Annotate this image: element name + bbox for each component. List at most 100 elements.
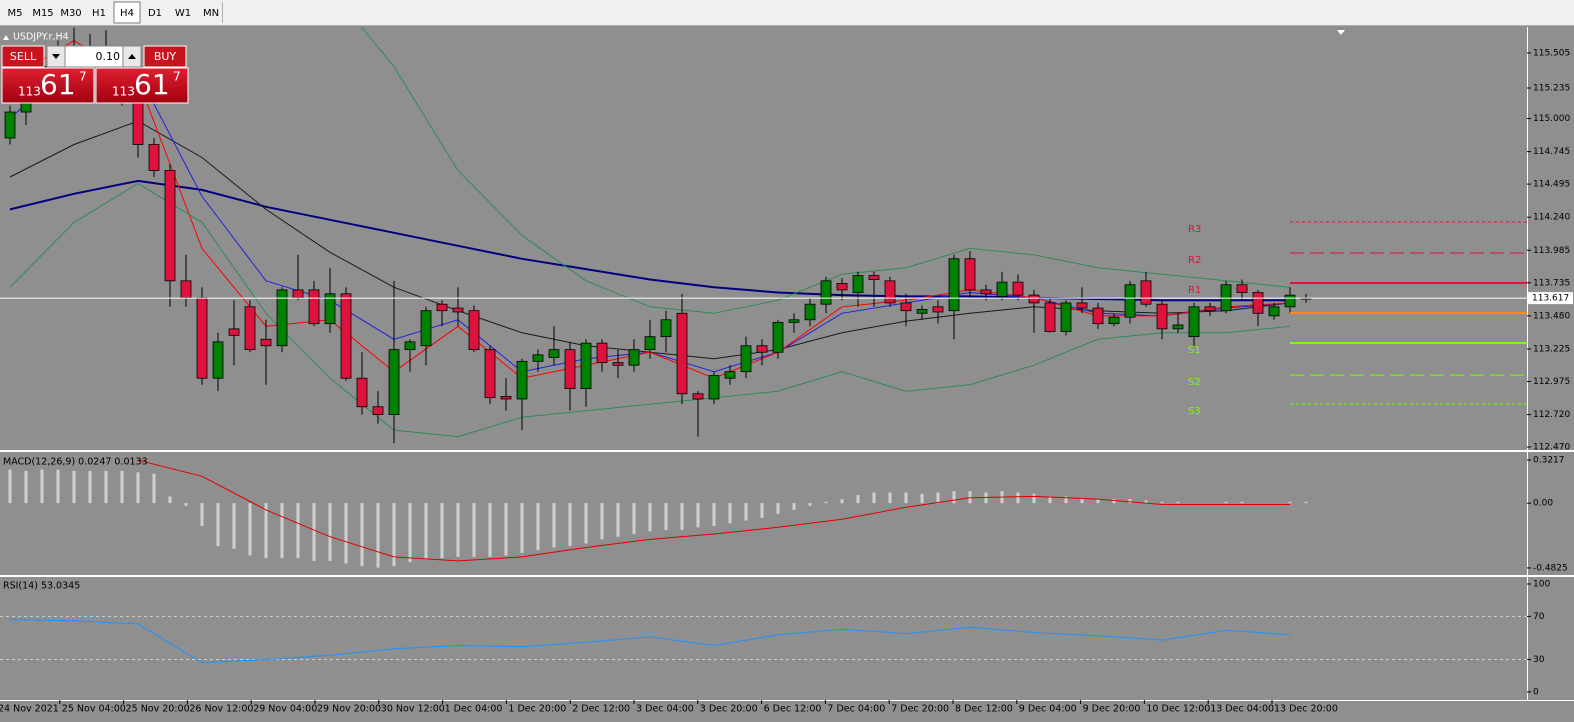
down-arrow [52,54,60,59]
y-tick-label: 114.240 [1533,213,1570,223]
macd-signal [137,459,1290,562]
buy-button[interactable] [143,45,187,68]
x-tick-label: 7 Dec 20:00 [891,704,949,715]
x-tick-label: 13 Dec 04:00 [1210,704,1274,715]
candle-body [1044,302,1056,332]
x-tick-label: 8 Dec 12:00 [955,704,1013,715]
up-arrow [128,54,136,59]
pivot-label: S1 [1188,345,1201,356]
candle-body [1124,284,1136,318]
candle-body [1108,316,1120,325]
timeframe-button[interactable] [170,2,196,23]
macd-label: MACD(12,26,9) 0.0247 0.0133 [3,457,148,468]
candle-body [1012,281,1024,296]
x-tick-label: 3 Dec 04:00 [636,704,694,715]
timeframe-label[interactable]: W1 [175,8,191,19]
x-tick-label: 3 Dec 20:00 [700,704,758,715]
timeframe-button[interactable] [142,2,168,23]
candle-body [1236,284,1248,293]
ask-main: 61 [134,68,170,101]
candle-body [820,280,832,305]
axes: 115.505 115.235 115.000 114.745 114.495 114.2… [0,48,1573,715]
y-tick-label: 70 [1533,612,1545,622]
candle-body [660,319,672,338]
x-tick-label: 25 Nov 20:00 [126,704,190,715]
candle-body [1076,302,1088,309]
timeframe-button[interactable] [2,2,28,23]
candle-body [308,289,320,325]
ask-pip: 7 [173,70,181,84]
candle-body [676,312,688,395]
pivot-label: R3 [1188,224,1201,235]
y-tick-label: 0 [1533,687,1539,697]
x-tick-label: 29 Nov 04:00 [253,704,317,715]
x-tick-label: 30 Nov 12:00 [381,704,445,715]
candle-body [644,336,656,351]
collapse-icon [3,35,9,40]
candle-body [564,349,576,389]
timeframe-button[interactable] [198,2,224,23]
y-tick-label: 112.975 [1533,377,1570,387]
y-tick-label: 112.720 [1533,410,1570,420]
candle-body [356,377,368,408]
candle-body [708,375,720,400]
candle-body [1156,303,1168,330]
timeframe-button[interactable] [86,2,112,23]
macd-panel [8,459,1308,568]
candle-body [692,393,704,400]
x-tick-label: 10 Dec 12:00 [1146,704,1210,715]
bid-big: 113 [18,85,41,99]
y-tick-label: 113.985 [1533,246,1570,256]
candle-body [596,342,608,364]
y-tick-label: 30 [1533,655,1545,665]
y-tick-label: 113.225 [1533,344,1570,354]
x-tick-label: 7 Dec 04:00 [827,704,885,715]
timeframe-label[interactable]: H4 [120,8,134,19]
candle-body [260,338,272,347]
ask-box[interactable] [95,67,189,104]
lot-value[interactable]: 0.10 [96,50,121,63]
candle-body [916,308,928,314]
candle-body [500,395,512,400]
candle-body [452,307,464,313]
timeframe-label[interactable]: M5 [8,8,23,19]
candle-body [1284,294,1296,308]
sell-label[interactable]: SELL [10,50,37,63]
candle-body [484,349,496,399]
x-tick-label: 1 Dec 04:00 [445,704,503,715]
x-tick-label: 1 Dec 20:00 [508,704,566,715]
rsi-label: RSI(14) 53.0345 [3,581,80,592]
timeframe-label[interactable]: M30 [60,8,81,19]
timeframe-bar: M5 M15 M30 H1 H4 D1 W1 MN [2,1,224,24]
ask-big: 113 [112,85,135,99]
timeframe-button[interactable] [113,1,141,24]
candle-body [1268,306,1280,317]
candle-body [804,303,816,321]
bid-pip: 7 [79,70,87,84]
y-tick-label: 115.235 [1533,84,1570,94]
timeframe-label[interactable]: D1 [148,8,162,19]
pivot-label: R2 [1188,255,1201,266]
timeframe-button[interactable] [30,2,56,23]
bid-box[interactable] [1,67,95,104]
bid-main: 61 [40,68,76,101]
timeframe-label[interactable]: M15 [32,8,53,19]
candle-body [164,170,176,282]
current-price-label: 113.617 [1532,294,1569,304]
candle-body [868,275,880,280]
buy-label[interactable]: BUY [154,50,177,63]
pivot-label: R1 [1188,285,1201,296]
candle-body [244,306,256,351]
sell-button[interactable] [1,45,45,68]
candle-body [548,349,560,358]
candle-body [900,302,912,312]
candle-body [324,293,336,325]
timeframe-label[interactable]: H1 [92,8,106,19]
toolbar-bg [0,0,1574,26]
candle-body [1188,306,1200,338]
timeframe-button[interactable] [58,2,84,23]
candle-body [1092,307,1104,325]
timeframe-label[interactable]: MN [203,8,219,19]
candle-body [740,345,752,373]
